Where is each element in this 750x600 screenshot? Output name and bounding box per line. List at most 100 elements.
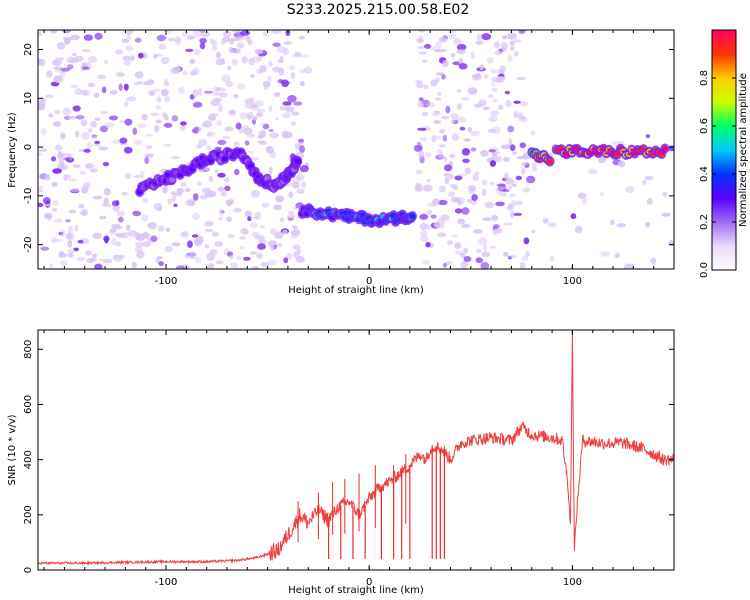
noise-blob <box>160 88 169 97</box>
noise-blob <box>48 113 54 118</box>
noise-blob <box>153 88 161 92</box>
noise-blob <box>198 139 208 147</box>
noise-blob <box>512 151 518 155</box>
noise-blob <box>103 197 109 205</box>
noise-blob <box>228 46 233 53</box>
noise-blob <box>274 117 280 121</box>
spectrogram-x-axis-label: Height of straight line (km) <box>288 285 424 296</box>
noise-blob <box>475 257 483 264</box>
noise-blob <box>124 172 132 180</box>
noise-blob <box>278 67 285 76</box>
noise-blob <box>269 150 277 159</box>
noise-blob <box>436 232 447 238</box>
noise-blob <box>67 225 73 234</box>
noise-blob <box>498 65 507 73</box>
noise-blob <box>513 110 519 119</box>
noise-blob <box>491 83 496 87</box>
noise-blob <box>83 34 93 41</box>
noise-blob <box>453 38 462 45</box>
noise-blob <box>144 153 154 158</box>
noise-blob <box>292 244 301 250</box>
noise-blob <box>214 241 224 247</box>
noise-blob <box>246 36 252 45</box>
noise-blob <box>83 182 91 190</box>
noise-blob <box>224 126 234 132</box>
noise-blob <box>418 30 425 33</box>
noise-blob <box>287 95 297 103</box>
noise-blob <box>291 225 298 229</box>
noise-blob <box>448 191 455 197</box>
noise-blob <box>121 191 128 196</box>
noise-blob <box>644 175 654 181</box>
noise-blob <box>207 263 215 269</box>
snr-y-tick-label: 400 <box>23 450 34 469</box>
noise-blob <box>49 263 54 268</box>
noise-blob <box>496 76 506 81</box>
noise-blob <box>473 229 483 234</box>
noise-blob <box>513 50 519 57</box>
noise-blob <box>196 237 204 243</box>
noise-blob <box>282 112 291 119</box>
noise-blob <box>240 228 249 235</box>
noise-blob <box>211 46 218 51</box>
snr-background <box>38 330 674 570</box>
ridge-core <box>169 177 176 183</box>
noise-blob <box>233 141 240 148</box>
noise-blob <box>249 251 258 255</box>
noise-blob <box>415 169 424 175</box>
noise-blob <box>188 251 197 260</box>
noise-blob <box>163 78 168 82</box>
noise-blob <box>487 128 496 133</box>
noise-blob <box>491 87 498 93</box>
noise-blob <box>260 262 270 267</box>
noise-blob <box>301 181 306 189</box>
noise-blob <box>199 37 207 44</box>
spectrogram-x-ticks: -100 0 100 <box>43 30 675 287</box>
noise-blob <box>254 48 264 55</box>
noise-blob <box>104 59 109 64</box>
noise-blob <box>450 113 459 120</box>
noise-blob <box>189 58 196 65</box>
noise-blob <box>78 149 86 153</box>
noise-blob <box>153 124 160 133</box>
noise-blob <box>298 138 305 143</box>
noise-blob <box>496 155 503 162</box>
noise-blob <box>475 40 484 46</box>
noise-blob <box>94 263 103 269</box>
noise-blob <box>516 156 527 160</box>
noise-blob <box>44 173 51 181</box>
colorbar-tick-label: 0.0 <box>699 262 710 278</box>
noise-blob <box>454 250 464 255</box>
noise-blob <box>177 187 185 194</box>
noise-blob <box>38 58 43 65</box>
noise-blob <box>479 64 485 71</box>
noise-blob <box>460 261 469 269</box>
noise-blob <box>502 252 509 257</box>
noise-blob <box>224 185 231 191</box>
noise-blob <box>86 258 95 263</box>
colorbar-tick-label: 0.2 <box>699 214 710 230</box>
noise-blob <box>422 184 433 192</box>
noise-blob <box>425 151 431 158</box>
noise-blob <box>181 31 188 37</box>
noise-blob <box>54 69 64 73</box>
noise-blob <box>472 174 479 182</box>
noise-blob <box>493 227 503 234</box>
noise-blob <box>418 150 425 158</box>
noise-blob <box>482 217 493 221</box>
noise-blob <box>213 86 220 91</box>
noise-blob <box>74 88 82 96</box>
noise-blob <box>267 259 277 266</box>
noise-blob <box>77 239 84 244</box>
noise-blob <box>418 97 424 102</box>
noise-blob <box>290 230 298 235</box>
noise-blob <box>257 108 266 114</box>
noise-blob <box>63 37 71 45</box>
noise-blob <box>234 168 240 176</box>
noise-blob <box>42 197 51 205</box>
noise-blob <box>283 41 293 45</box>
noise-blob <box>519 142 527 149</box>
noise-blob <box>88 82 95 88</box>
noise-blob <box>490 110 500 117</box>
noise-blob <box>192 89 199 97</box>
